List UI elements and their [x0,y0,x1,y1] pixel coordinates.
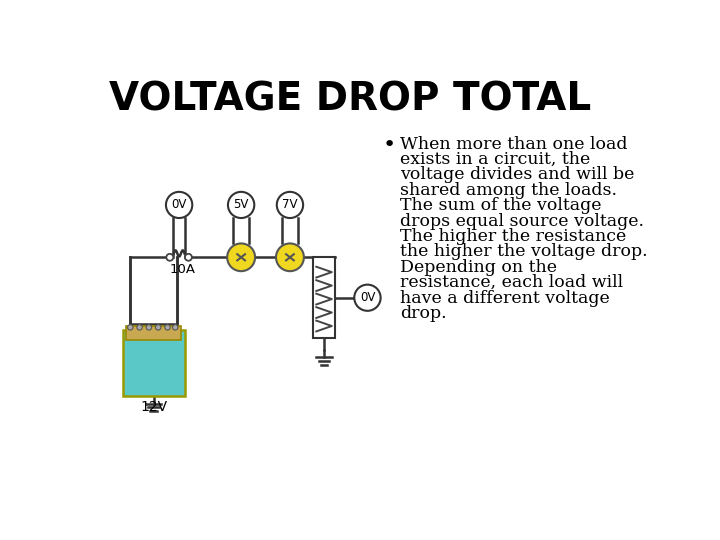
Text: 12V: 12V [140,400,167,414]
Circle shape [166,192,192,218]
Text: drop.: drop. [400,305,446,322]
Circle shape [127,325,133,330]
Circle shape [228,192,254,218]
Circle shape [137,325,143,330]
Text: drops equal source voltage.: drops equal source voltage. [400,213,644,230]
Circle shape [165,325,170,330]
Text: 7V: 7V [282,198,297,212]
Text: 0V: 0V [171,198,186,212]
Bar [313,257,335,338]
Circle shape [228,244,255,271]
Text: The sum of the voltage: The sum of the voltage [400,197,601,214]
Text: 10A: 10A [170,264,196,276]
Text: •: • [383,135,396,155]
Text: 0V: 0V [360,291,375,304]
Text: 5V: 5V [233,198,249,212]
Text: have a different voltage: have a different voltage [400,289,610,307]
Text: VOLTAGE DROP TOTAL: VOLTAGE DROP TOTAL [109,80,592,118]
Circle shape [185,254,192,261]
Text: Depending on the: Depending on the [400,259,557,276]
Circle shape [276,244,304,271]
Text: When more than one load: When more than one load [400,136,628,153]
Text: shared among the loads.: shared among the loads. [400,182,617,199]
Circle shape [146,325,152,330]
Circle shape [354,285,381,311]
Text: exists in a circuit, the: exists in a circuit, the [400,151,590,168]
Circle shape [276,192,303,218]
Bar [122,330,184,396]
Text: the higher the voltage drop.: the higher the voltage drop. [400,244,647,260]
Circle shape [166,254,174,261]
Text: The higher the resistance: The higher the resistance [400,228,626,245]
Bar [126,326,181,340]
Circle shape [156,325,161,330]
Text: voltage divides and will be: voltage divides and will be [400,166,634,184]
Text: resistance, each load will: resistance, each load will [400,274,623,291]
Circle shape [173,325,178,330]
